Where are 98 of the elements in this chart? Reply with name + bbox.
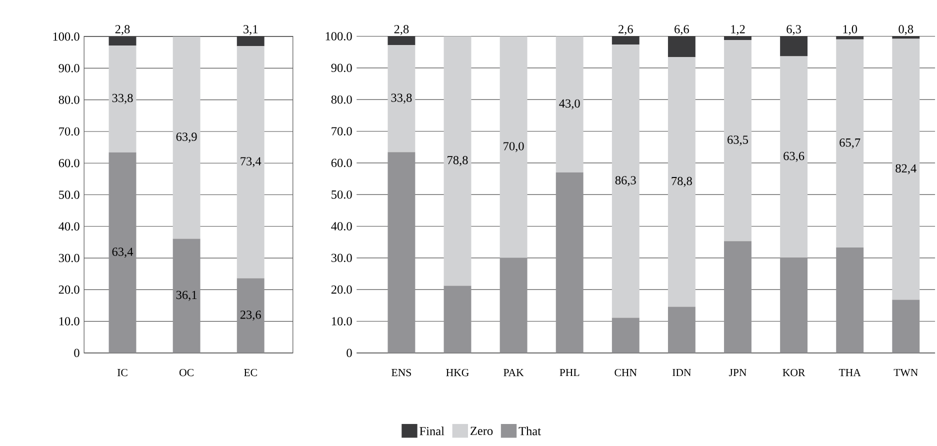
bar	[612, 44, 640, 318]
bar	[236, 36, 264, 46]
y-tick-label: 0	[74, 348, 80, 358]
y-tick-label: 0	[346, 348, 352, 358]
bar	[668, 36, 696, 58]
data-label: 63,4	[112, 248, 134, 258]
x-tick-label: EC	[244, 368, 257, 376]
x-tick-label: KOR	[782, 368, 806, 376]
data-label: 33,8	[112, 94, 133, 104]
data-label: 23,6	[240, 310, 261, 321]
y-tick-label: 10.0	[59, 317, 80, 326]
y-tick-label: 100.0	[326, 32, 352, 40]
bar	[500, 36, 528, 258]
bar	[236, 46, 264, 278]
bar	[836, 36, 864, 40]
data-label: 0,8	[898, 25, 914, 36]
data-label: 86,3	[615, 176, 636, 186]
y-tick-label: 50.0	[332, 190, 352, 199]
data-label: 2,8	[394, 25, 409, 36]
bar	[612, 36, 640, 44]
bar	[724, 241, 752, 353]
bar	[388, 36, 416, 46]
x-tick-label: PHL	[560, 368, 580, 376]
bar	[892, 38, 920, 300]
data-label: 2,6	[618, 25, 633, 36]
bar	[780, 36, 808, 56]
data-label: 2,8	[115, 25, 130, 36]
bar	[724, 40, 752, 242]
bar	[500, 258, 528, 353]
bar	[612, 318, 640, 353]
bar	[388, 45, 416, 152]
legend-label: That	[518, 426, 541, 436]
legend-label: Final	[420, 426, 444, 436]
y-tick-label: 40.0	[58, 222, 80, 231]
y-tick-label: 30.0	[58, 254, 80, 262]
x-tick-label: OC	[180, 368, 194, 376]
y-tick-label: 80.0	[331, 95, 352, 104]
data-label: 78,8	[448, 156, 468, 166]
bar	[780, 258, 808, 353]
y-tick-label: 80.0	[58, 96, 80, 104]
y-tick-label: 20.0	[331, 285, 352, 294]
y-tick-label: 90.0	[58, 64, 80, 72]
bar	[108, 36, 136, 46]
x-tick-label: IDN	[672, 368, 692, 376]
data-label: 73,4	[240, 157, 262, 168]
y-tick-label: 50.0	[59, 190, 80, 199]
bar	[108, 45, 136, 152]
data-label: 36,1	[176, 290, 197, 301]
data-label: 63,5	[728, 136, 748, 146]
bar	[172, 36, 200, 239]
data-label: 82,4	[896, 164, 916, 174]
x-tick-label: PAK	[504, 368, 524, 376]
x-tick-label: CHN	[614, 368, 637, 376]
y-tick-label: 20.0	[58, 285, 80, 294]
bar	[388, 152, 416, 353]
bar	[556, 36, 584, 172]
bar	[836, 39, 864, 248]
data-label: 63,6	[784, 152, 804, 162]
bar	[668, 57, 696, 307]
legend-label: Zero	[470, 426, 493, 436]
data-label: 6,6	[674, 25, 689, 36]
bar	[668, 306, 696, 353]
data-label: 43,0	[559, 99, 580, 110]
bar	[444, 286, 472, 353]
y-tick-label: 70.0	[59, 127, 80, 136]
bar	[724, 36, 752, 40]
bar	[892, 36, 920, 39]
data-label: 78,8	[672, 176, 692, 187]
y-tick-label: 40.0	[331, 222, 352, 230]
y-tick-label: 10.0	[332, 317, 352, 326]
x-tick-label: IC	[118, 368, 128, 376]
y-tick-label: 60.0	[58, 158, 80, 168]
bar	[836, 247, 864, 353]
data-label: 1,0	[843, 25, 858, 36]
bar	[444, 36, 472, 286]
bar	[892, 300, 920, 353]
x-tick-label: TWN	[894, 368, 918, 376]
x-tick-label: ENS	[392, 368, 411, 376]
bar	[556, 172, 584, 353]
data-label: 65,7	[840, 138, 860, 148]
x-tick-label: THA	[838, 368, 861, 376]
data-label: 1,2	[731, 25, 745, 36]
data-label: 63,9	[176, 132, 197, 143]
y-tick-label: 100.0	[53, 32, 80, 41]
data-label: 6,3	[786, 25, 801, 36]
bar	[780, 56, 808, 258]
y-tick-label: 70.0	[332, 127, 352, 136]
data-label: 3,1	[244, 25, 258, 36]
x-tick-label: JPN	[728, 368, 746, 376]
y-tick-label: 90.0	[331, 64, 352, 72]
bar	[108, 152, 136, 353]
x-tick-label: HKG	[446, 368, 469, 376]
bar	[236, 278, 264, 353]
y-tick-label: 30.0	[331, 254, 352, 262]
y-tick-label: 60.0	[331, 158, 352, 168]
bar	[172, 238, 200, 353]
data-label: 33,8	[391, 94, 412, 104]
data-label: 70,0	[504, 142, 524, 152]
